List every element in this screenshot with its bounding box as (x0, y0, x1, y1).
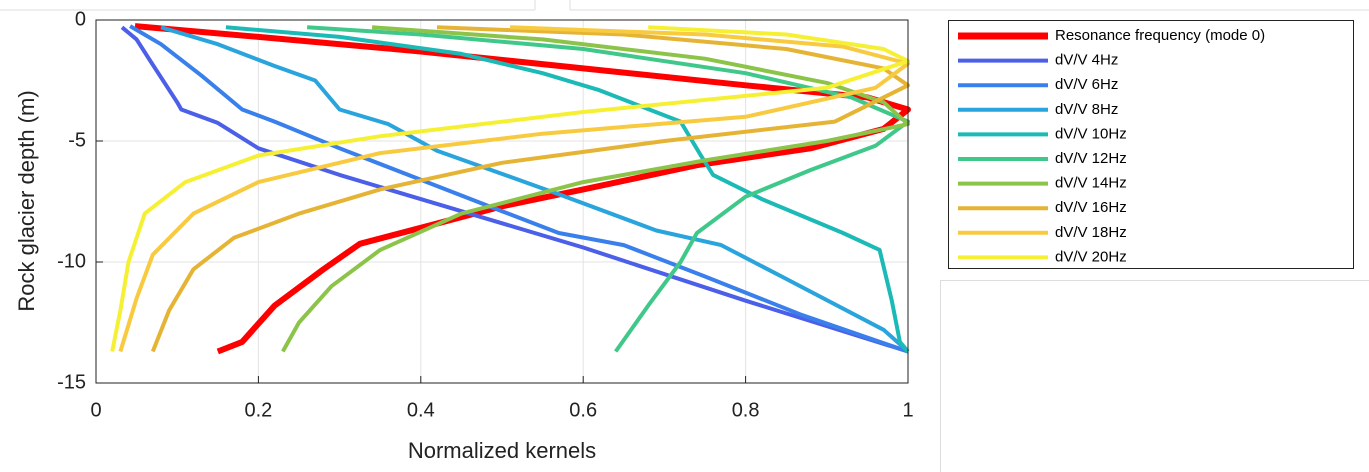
y-tick-label: 0 (75, 8, 86, 30)
series-line (160, 25, 910, 353)
y-tick-label: -15 (57, 371, 86, 393)
y-axis-label: Rock glacier depth (m) (14, 90, 39, 311)
x-axis-label: Normalized kernels (408, 438, 596, 463)
x-tick-label: 0.4 (407, 399, 435, 421)
series-line (118, 25, 910, 353)
x-tick-label: 0.6 (569, 399, 597, 421)
series-line (134, 23, 911, 355)
x-tick-label: 0.2 (244, 399, 272, 421)
legend-label: dV/V 20Hz (1055, 248, 1127, 265)
legend-label: Resonance frequency (mode 0) (1055, 27, 1265, 44)
legend-label: dV/V 14Hz (1055, 175, 1127, 192)
lines (110, 23, 911, 355)
ticks: 0 0.2 0.4 0.6 0.8 1 0 -5 -10 -15 (57, 8, 913, 421)
y-tick-label: -10 (57, 250, 86, 272)
legend-label: dV/V 4Hz (1055, 52, 1118, 69)
legend-label: dV/V 8Hz (1055, 101, 1118, 118)
legend-label: dV/V 12Hz (1055, 150, 1127, 167)
legend-label: dV/V 10Hz (1055, 125, 1127, 142)
legend-label: dV/V 18Hz (1055, 224, 1127, 241)
empty-panel (940, 280, 1369, 472)
plot-frame (95, 19, 909, 384)
legend-label: dV/V 16Hz (1055, 199, 1127, 216)
legend-label: dV/V 6Hz (1055, 76, 1118, 93)
x-tick-label: 0.8 (732, 399, 760, 421)
series-line (306, 25, 910, 353)
x-tick-label: 1 (902, 399, 913, 421)
series-line (120, 25, 909, 354)
x-tick-label: 0 (90, 399, 101, 421)
series-line (150, 25, 910, 353)
series-line (281, 25, 910, 353)
series-line (225, 25, 910, 353)
y-tick-label: -5 (68, 129, 86, 151)
legend: Resonance frequency (mode 0) dV/V 4Hz dV/V… (958, 27, 1265, 265)
series-line (110, 25, 910, 352)
